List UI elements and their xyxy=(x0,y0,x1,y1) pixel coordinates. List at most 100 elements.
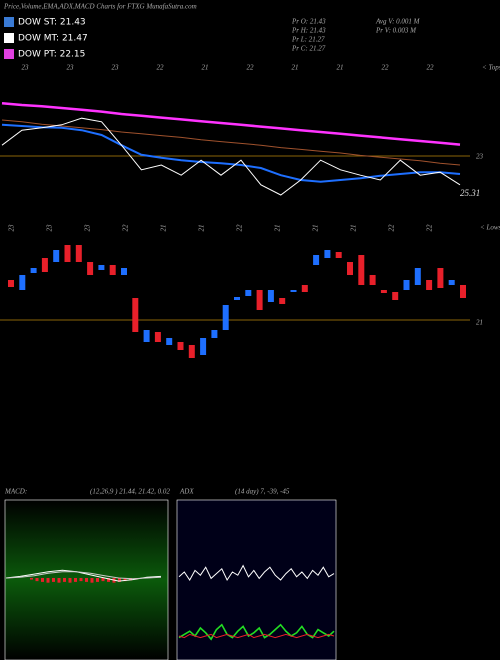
macd-bar xyxy=(90,578,94,583)
volume-info: Pr V: 0.003 M xyxy=(375,27,417,35)
date-label: 21 xyxy=(274,225,282,232)
macd-bar xyxy=(96,578,99,582)
candle-body xyxy=(177,342,184,350)
candle-body xyxy=(166,338,173,345)
macd-bar xyxy=(68,578,72,583)
candle-body xyxy=(200,338,207,355)
candle-body xyxy=(41,258,48,272)
macd-bar xyxy=(30,578,33,580)
candle-body xyxy=(403,280,410,290)
price-info: Pr C: 21.27 xyxy=(291,45,326,53)
date-label: 22 xyxy=(427,64,435,72)
candle-body xyxy=(426,280,433,290)
date-label: 21 xyxy=(337,64,344,72)
candle-body xyxy=(324,250,331,258)
macd-bar xyxy=(101,578,105,582)
date-label: 23 xyxy=(8,224,16,232)
legend-swatch xyxy=(4,49,14,59)
candle-body xyxy=(188,345,195,358)
adx-title: ADX xyxy=(179,488,194,496)
candle-body xyxy=(132,298,139,332)
date-label: 21 xyxy=(160,225,168,232)
candle-body xyxy=(448,280,455,285)
macd-bar xyxy=(63,578,66,582)
adx-line xyxy=(178,564,335,582)
macd-bar xyxy=(107,578,110,582)
legend-label: DOW MT: 21.47 xyxy=(18,34,88,44)
candle-body xyxy=(211,330,218,338)
candle-body xyxy=(222,305,229,330)
macd-bar xyxy=(46,578,50,583)
date-label: 21 xyxy=(292,64,299,72)
price-line xyxy=(1,101,461,146)
date-label: 22 xyxy=(382,64,390,72)
date-label: 22 xyxy=(122,224,130,232)
macd-bar xyxy=(57,578,61,583)
legend-swatch xyxy=(4,17,14,27)
header-title: Price,Volume,EMA,ADX,MACD Charts for FTX… xyxy=(3,3,197,11)
candle-body xyxy=(64,245,71,262)
adx-subtitle: (14 day) 7, -39, -45 xyxy=(235,488,290,496)
candle-body xyxy=(121,268,127,275)
macd-bar xyxy=(52,578,55,582)
candle-body xyxy=(313,255,320,265)
date-label: 21 xyxy=(202,64,209,72)
candle-body xyxy=(53,250,60,262)
candle-body xyxy=(380,290,387,293)
date-label: 23 xyxy=(46,224,54,232)
date-label: 22 xyxy=(157,64,165,72)
lows-label: < Lows xyxy=(480,224,500,232)
candle-body xyxy=(358,255,365,285)
macd-bar xyxy=(118,578,121,582)
candle-body xyxy=(19,275,26,290)
legend-label: DOW ST: 21.43 xyxy=(18,18,86,28)
candle-body xyxy=(8,280,14,287)
candle-body xyxy=(245,290,252,296)
price-info: Pr O: 21.43 xyxy=(291,18,326,26)
candle-body xyxy=(98,265,105,270)
candle-body xyxy=(143,330,150,342)
candle-body xyxy=(347,262,353,275)
macd-line xyxy=(5,569,162,582)
candle-body xyxy=(267,290,274,302)
macd-bar xyxy=(123,578,127,582)
date-label: 22 xyxy=(236,224,244,232)
price-line xyxy=(1,119,461,166)
date-label: 21 xyxy=(312,225,320,232)
price-info: Pr L: 21.27 xyxy=(291,36,325,44)
candle-body xyxy=(279,298,286,304)
last-label: 25.31 xyxy=(460,188,480,198)
macd-bar xyxy=(85,578,88,582)
candle-body xyxy=(87,262,94,275)
candle-body xyxy=(392,292,399,300)
tops-label: < Tops xyxy=(482,64,500,72)
date-label: 23 xyxy=(22,64,30,72)
macd-subtitle: (12,26,9 ) 21.44, 21.42, 0.02 xyxy=(90,488,170,496)
price-line xyxy=(1,117,461,196)
macd-line xyxy=(5,571,162,580)
candle-body xyxy=(335,252,342,258)
candle-body xyxy=(460,285,466,298)
adx-line xyxy=(178,633,335,639)
date-label: 23 xyxy=(112,64,120,72)
candle-body xyxy=(290,290,297,292)
candle-body xyxy=(437,268,444,288)
candle-body xyxy=(109,265,116,275)
macd-title: MACD: xyxy=(4,488,27,496)
adx-panel xyxy=(176,499,337,660)
macd-bar xyxy=(35,578,39,582)
candle-body xyxy=(369,275,376,285)
candle-body xyxy=(301,285,308,292)
date-label: 22 xyxy=(388,224,396,232)
date-label: 21 xyxy=(198,225,206,232)
macd-bar xyxy=(41,578,44,582)
macd-bar xyxy=(79,578,83,582)
candle-body xyxy=(256,290,263,310)
candle-body xyxy=(30,268,37,273)
volume-info: Avg V: 0.001 M xyxy=(375,18,421,26)
candle-body xyxy=(414,268,421,285)
level-label: 21 xyxy=(476,319,483,327)
date-label: 22 xyxy=(247,64,255,72)
date-label: 23 xyxy=(67,64,75,72)
